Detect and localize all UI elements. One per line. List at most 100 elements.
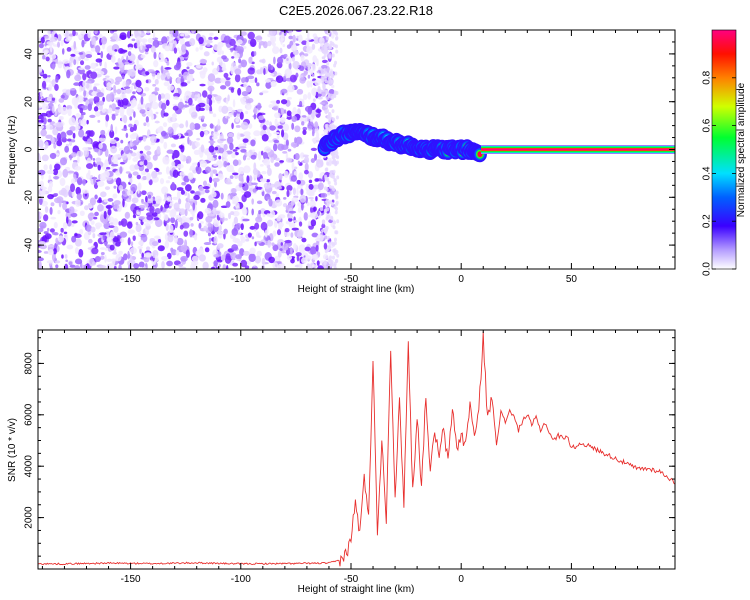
- noise-blob: [263, 182, 271, 189]
- noise-blob: [128, 195, 132, 200]
- noise-edge-blob: [328, 54, 332, 59]
- noise-edge-blob: [325, 96, 329, 101]
- noise-blob: [273, 56, 276, 65]
- noise-blob: [66, 138, 72, 142]
- noise-blob: [292, 34, 296, 43]
- noise-blob: [208, 145, 215, 153]
- noise-blob: [163, 213, 169, 221]
- noise-blob: [98, 142, 103, 149]
- noise-blob: [179, 36, 184, 39]
- noise-blob: [257, 102, 262, 111]
- noise-blob: [287, 84, 295, 93]
- noise-blob: [132, 97, 137, 106]
- noise-blob: [179, 36, 185, 46]
- noise-blob: [232, 262, 239, 267]
- noise-blob: [309, 79, 313, 88]
- noise-blob: [76, 150, 84, 157]
- noise-blob: [141, 252, 144, 258]
- noise-blob: [151, 170, 158, 179]
- noise-blob: [146, 215, 154, 221]
- noise-blob: [277, 222, 284, 228]
- noise-blob: [162, 156, 170, 165]
- noise-blob: [292, 61, 300, 70]
- noise-blob: [136, 211, 141, 216]
- noise-blob: [93, 106, 99, 112]
- noise-blob: [99, 232, 107, 236]
- noise-blob: [236, 132, 241, 140]
- noise-blob: [54, 83, 59, 91]
- noise-blob: [47, 75, 51, 78]
- noise-blob: [304, 156, 310, 164]
- colorbar-tick-label: 0.4: [702, 166, 713, 180]
- noise-blob: [161, 186, 169, 195]
- noise-blob: [97, 119, 101, 123]
- noise-blob: [212, 187, 215, 194]
- noise-blob: [241, 77, 247, 84]
- noise-blob: [98, 103, 103, 111]
- noise-blob: [151, 212, 158, 217]
- noise-blob: [65, 216, 69, 224]
- noise-blob: [187, 77, 190, 82]
- noise-edge-blob: [332, 242, 336, 247]
- noise-edge-blob: [334, 71, 338, 76]
- noise-blob: [141, 190, 147, 196]
- noise-blob: [262, 124, 267, 131]
- colorbar-tick-label: 0.8: [702, 70, 713, 84]
- noise-blob: [168, 202, 174, 207]
- noise-blob: [82, 73, 87, 81]
- noise-blob: [84, 65, 91, 70]
- noise-blob: [70, 53, 76, 57]
- noise-blob: [79, 60, 85, 66]
- noise-blob: [280, 88, 288, 94]
- noise-blob: [161, 261, 165, 269]
- noise-blob: [271, 242, 275, 247]
- noise-blob: [141, 201, 149, 205]
- noise-blob: [323, 242, 328, 250]
- noise-blob: [83, 89, 87, 97]
- snr-xtick-label: -150: [121, 574, 141, 585]
- noise-blob: [304, 246, 311, 252]
- noise-blob: [164, 67, 172, 70]
- noise-blob: [177, 101, 185, 110]
- noise-blob: [209, 176, 213, 184]
- noise-blob: [144, 102, 152, 111]
- noise-blob: [116, 141, 121, 148]
- noise-blob: [316, 260, 320, 266]
- noise-blob: [176, 163, 184, 169]
- noise-blob: [124, 211, 131, 219]
- noise-blob: [189, 228, 193, 238]
- noise-blob: [94, 194, 98, 200]
- noise-blob: [71, 190, 75, 198]
- noise-blob: [118, 184, 124, 191]
- noise-blob: [249, 79, 257, 83]
- noise-blob: [276, 263, 284, 269]
- noise-blob: [231, 152, 236, 159]
- spectrogram-xtick-label: -50: [344, 274, 359, 285]
- colorbar-tick-label: 0.2: [702, 214, 713, 228]
- noise-blob: [230, 211, 235, 216]
- noise-blob: [176, 190, 181, 200]
- noise-blob: [43, 164, 48, 171]
- noise-blob: [103, 198, 108, 203]
- noise-blob: [198, 36, 204, 45]
- noise-blob: [46, 260, 54, 264]
- noise-blob: [286, 189, 290, 198]
- noise-blob: [223, 160, 228, 168]
- noise-blob: [59, 177, 66, 187]
- noise-blob: [189, 122, 196, 131]
- noise-blob: [220, 78, 227, 83]
- noise-blob: [259, 164, 264, 167]
- noise-blob: [220, 192, 224, 200]
- noise-blob: [60, 94, 65, 99]
- noise-blob: [279, 47, 283, 54]
- noise-blob: [93, 96, 100, 103]
- noise-blob: [287, 96, 292, 100]
- noise-blob: [51, 137, 55, 145]
- noise-blob: [102, 96, 105, 103]
- noise-blob: [254, 77, 258, 84]
- noise-blob: [104, 61, 107, 70]
- noise-blob: [143, 122, 147, 127]
- noise-blob: [272, 46, 280, 55]
- noise-blob: [303, 53, 309, 57]
- noise-blob: [159, 178, 165, 185]
